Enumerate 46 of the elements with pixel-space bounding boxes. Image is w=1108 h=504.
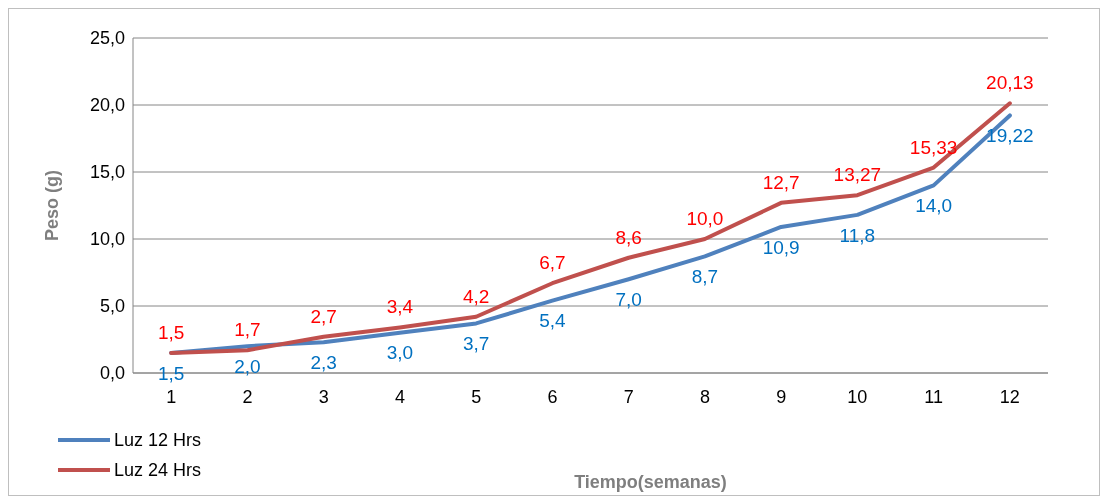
data-label: 7,0 (615, 288, 642, 310)
data-label: 14,0 (915, 195, 953, 217)
x-tick-label: 11 (924, 387, 943, 407)
data-label: 15,33 (909, 136, 958, 158)
data-label: 8,6 (615, 226, 642, 248)
data-label: 13,27 (833, 164, 882, 186)
data-label: 3,0 (386, 342, 414, 364)
data-label: 12,7 (762, 171, 800, 193)
data-label: 5,4 (539, 310, 567, 332)
data-label: 1,5 (157, 321, 185, 343)
data-label: 2,7 (310, 305, 337, 327)
legend-label: Luz 24 Hrs (114, 460, 202, 481)
data-label: 4,2 (462, 285, 490, 307)
data-label: 11,8 (839, 224, 876, 246)
data-label: 20,13 (986, 72, 1034, 94)
x-tick-label: 2 (242, 387, 253, 407)
data-label: 8,7 (691, 266, 719, 288)
x-tick-label: 9 (776, 387, 787, 407)
data-label: 10,9 (762, 236, 800, 258)
x-tick-label: 4 (394, 387, 405, 407)
x-tick-label: 7 (623, 387, 634, 407)
x-tick-label: 12 (999, 387, 1020, 407)
x-tick-label: 8 (699, 387, 710, 407)
data-label: 2,0 (234, 355, 261, 377)
x-tick-label: 1 (166, 387, 177, 407)
x-tick-label: 6 (547, 387, 558, 407)
y-tick-label: 10,0 (89, 229, 125, 250)
data-label: 3,4 (386, 296, 414, 318)
x-tick-label: 5 (471, 387, 482, 407)
y-tick-label: 5,0 (99, 296, 125, 317)
y-tick-label: 15,0 (89, 162, 125, 183)
x-tick-label: 10 (847, 387, 868, 407)
data-label: 1,7 (234, 319, 261, 341)
data-label: 3,7 (462, 333, 490, 355)
y-axis-title: Peso (g) (42, 169, 62, 242)
data-label: 19,22 (986, 125, 1034, 147)
data-label: 1,5 (157, 362, 185, 384)
data-label: 2,3 (310, 351, 337, 373)
y-tick-label: 25,0 (89, 28, 125, 49)
y-tick-label: 0,0 (99, 363, 125, 384)
data-label: 10,0 (686, 208, 724, 229)
x-tick-label: 3 (318, 387, 329, 407)
x-axis-title: Tiempo(semanas) (574, 472, 727, 492)
data-label: 6,7 (539, 252, 566, 274)
legend-label: Luz 12 Hrs (114, 430, 202, 451)
y-tick-label: 20,0 (89, 95, 125, 116)
